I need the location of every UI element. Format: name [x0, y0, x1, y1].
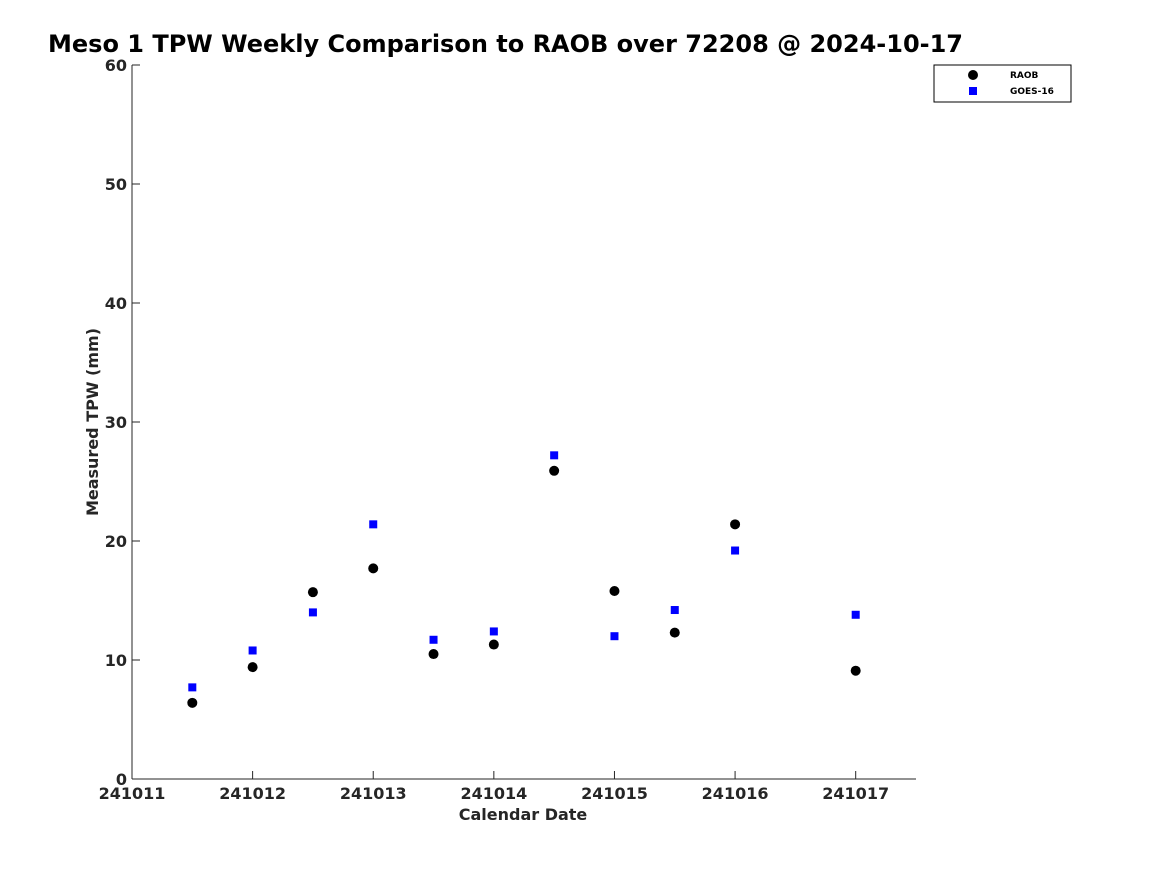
y-tick-label: 30 [105, 413, 127, 432]
legend-label: GOES-16 [1010, 87, 1054, 97]
x-tick-label: 241013 [340, 784, 407, 803]
x-tick-label: 241012 [219, 784, 286, 803]
data-point [247, 662, 258, 673]
series-goes-16 [188, 451, 860, 692]
data-point [851, 610, 860, 619]
chart-title: Meso 1 TPW Weekly Comparison to RAOB ove… [48, 30, 963, 58]
plot-area: 0 10 20 30 40 50 60 241011 241012 241013 241014 241… [99, 56, 916, 803]
legend-box [933, 64, 1072, 103]
x-tick-label: 241011 [99, 784, 166, 803]
data-point [609, 585, 620, 596]
legend-marker [968, 70, 978, 80]
y-tick-label: 50 [105, 175, 127, 194]
data-point [188, 683, 197, 692]
y-tick-label: 10 [105, 651, 127, 670]
data-point [428, 649, 439, 660]
legend-label: RAOB [1010, 71, 1039, 81]
y-tick-label: 0 [116, 770, 127, 789]
data-point [549, 465, 560, 476]
data-point [187, 697, 198, 708]
data-point [369, 520, 378, 529]
y-tick-label: 20 [105, 532, 127, 551]
data-point [488, 639, 499, 650]
data-point [489, 627, 498, 636]
y-tick-label: 60 [105, 56, 127, 75]
legend: RAOB GOES-16 [933, 64, 1072, 103]
x-tick-label: 241016 [702, 784, 769, 803]
data-point [669, 627, 680, 638]
x-tick-label: 241014 [460, 784, 527, 803]
y-axis-label: Measured TPW (mm) [83, 328, 102, 516]
series-raob [187, 465, 861, 708]
data-point [308, 608, 317, 617]
data-point [730, 519, 741, 530]
data-point [368, 563, 379, 574]
x-axis-label: Calendar Date [459, 805, 588, 824]
data-point [610, 632, 619, 641]
data-point [670, 606, 679, 615]
data-point [850, 665, 861, 676]
data-point [550, 451, 559, 460]
y-tick-label: 40 [105, 294, 127, 313]
x-tick-label: 241017 [822, 784, 889, 803]
data-point [429, 635, 438, 644]
data-point [307, 587, 318, 598]
data-point [731, 546, 740, 555]
x-tick-label: 241015 [581, 784, 648, 803]
legend-marker [969, 87, 977, 95]
data-point [248, 646, 257, 655]
